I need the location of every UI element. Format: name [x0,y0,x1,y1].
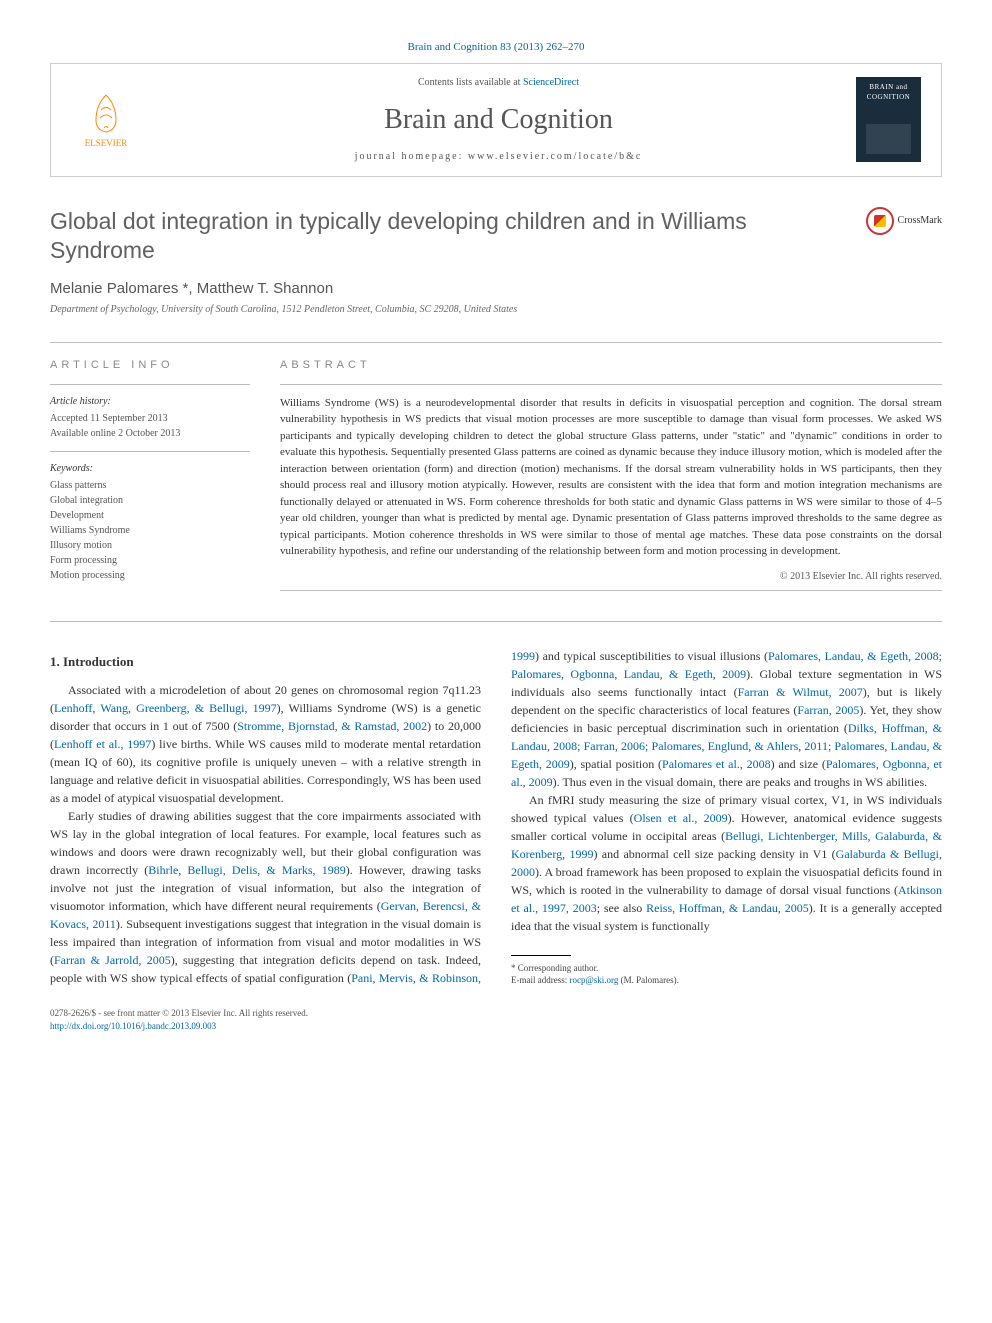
citation[interactable]: Bihrle, Bellugi, Delis, & Marks, 1989 [148,863,345,877]
citation[interactable]: Reiss, Hoffman, & Landau, 2005 [646,901,809,915]
journal-cover-thumbnail: BRAIN and COGNITION [856,77,921,162]
email-link[interactable]: rocp@ski.org [569,975,618,985]
contents-available-line: Contents lists available at ScienceDirec… [161,76,836,90]
paragraph-3: An fMRI study measuring the size of prim… [511,791,942,935]
section-1-heading: 1. Introduction [50,652,481,672]
keyword-4: Illusory motion [50,538,250,553]
article-info-column: ARTICLE INFO Article history: Accepted 1… [50,358,250,590]
abstract-copyright: © 2013 Elsevier Inc. All rights reserved… [280,570,942,584]
citation[interactable]: Stromme, Bjornstad, & Ramstad, 2002 [237,719,427,733]
online-date: Available online 2 October 2013 [50,426,250,441]
footnote-corresponding: * Corresponding author. [511,962,942,975]
divider-line [50,342,942,343]
contents-prefix: Contents lists available at [418,77,523,88]
paragraph-1: Associated with a microdeletion of about… [50,681,481,807]
article-info-heading: ARTICLE INFO [50,358,250,373]
citation[interactable]: Lenhoff et al., 1997 [54,737,151,751]
abstract-text: Williams Syndrome (WS) is a neurodevelop… [280,395,942,560]
footer-doi-link[interactable]: http://dx.doi.org/10.1016/j.bandc.2013.0… [50,1021,216,1031]
keyword-2: Development [50,508,250,523]
crossmark-badge[interactable]: CrossMark [866,207,942,235]
divider-line-2 [50,621,942,622]
journal-header-box: ELSEVIER Contents lists available at Sci… [50,63,942,176]
cover-text: BRAIN and COGNITION [858,83,919,103]
homepage-prefix: journal homepage: [355,151,468,162]
abstract-heading: ABSTRACT [280,358,942,373]
keywords-label: Keywords: [50,462,250,476]
footnote-separator [511,955,571,956]
keyword-1: Global integration [50,493,250,508]
footer-issn: 0278-2626/$ - see front matter © 2013 El… [50,1007,942,1020]
citation[interactable]: Farran, 2005 [797,703,859,717]
crossmark-label: CrossMark [898,214,942,228]
keyword-6: Motion processing [50,568,250,583]
affiliation: Department of Psychology, University of … [50,303,942,317]
page-footer: 0278-2626/$ - see front matter © 2013 El… [50,1007,942,1032]
keyword-0: Glass patterns [50,478,250,493]
homepage-line: journal homepage: www.elsevier.com/locat… [161,150,836,164]
article-title: Global dot integration in typically deve… [50,207,846,267]
article-header: Global dot integration in typically deve… [50,207,942,318]
keyword-5: Form processing [50,553,250,568]
citation[interactable]: Palomares et al., 2008 [662,757,771,771]
footnote-email: E-mail address: rocp@ski.org (M. Palomar… [511,974,942,987]
abstract-column: ABSTRACT Williams Syndrome (WS) is a neu… [280,358,942,590]
homepage-url: www.elsevier.com/locate/b&c [468,151,642,162]
citation[interactable]: Farran & Wilmut, 2007 [738,685,863,699]
info-abstract-row: ARTICLE INFO Article history: Accepted 1… [50,358,942,590]
body-text-columns: 1. Introduction Associated with a microd… [50,647,942,988]
journal-header-center: Contents lists available at ScienceDirec… [141,76,856,163]
crossmark-icon [866,207,894,235]
citation[interactable]: Farran & Jarrold, 2005 [54,953,171,967]
history-label: Article history: [50,395,250,409]
journal-name: Brain and Cognition [161,100,836,139]
citation[interactable]: Olsen et al., 2009 [634,811,728,825]
authors-line: Melanie Palomares *, Matthew T. Shannon [50,278,942,299]
citation[interactable]: Lenhoff, Wang, Greenberg, & Bellugi, 199… [54,701,277,715]
journal-citation: Brain and Cognition 83 (2013) 262–270 [50,40,942,55]
sciencedirect-link[interactable]: ScienceDirect [523,77,579,88]
elsevier-logo: ELSEVIER [71,85,141,155]
keyword-3: Williams Syndrome [50,523,250,538]
authors-text: Melanie Palomares *, Matthew T. Shannon [50,280,333,297]
accepted-date: Accepted 11 September 2013 [50,411,250,426]
elsevier-logo-text: ELSEVIER [85,137,128,150]
